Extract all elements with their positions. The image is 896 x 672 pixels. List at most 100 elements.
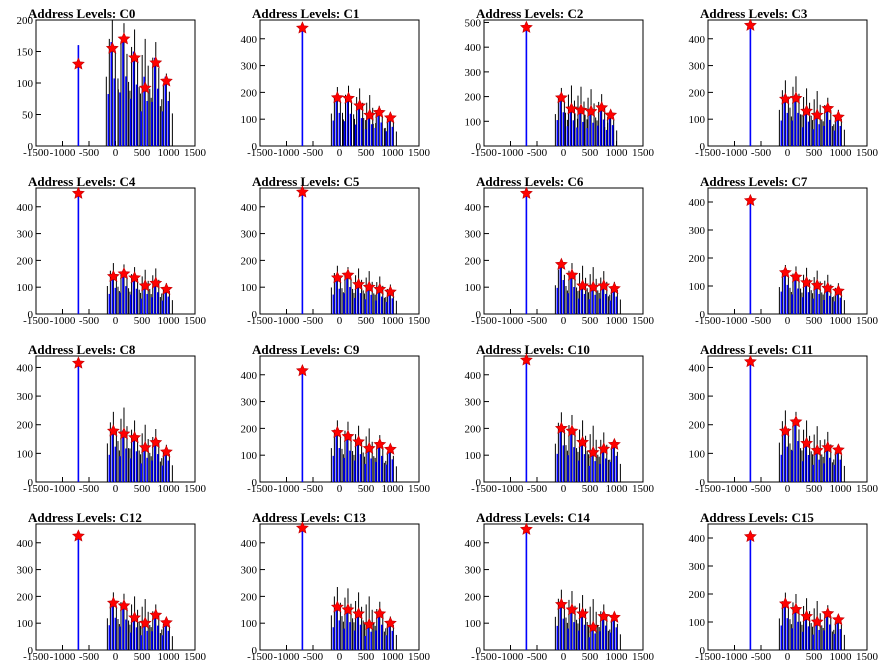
y-tick-label: 0 (252, 141, 258, 153)
x-tick-label: 500 (806, 147, 823, 159)
x-tick-label: -500 (79, 147, 100, 159)
y-tick-label: 0 (28, 309, 34, 321)
y-tick-label: 0 (252, 309, 258, 321)
peak-marker (743, 354, 757, 368)
y-tick-label: 400 (689, 197, 706, 209)
peak-marker (565, 603, 579, 616)
x-tick-label: 1500 (184, 315, 207, 327)
x-tick-label: -1000 (722, 483, 748, 495)
peak-marker (330, 425, 344, 438)
peak-marker (341, 429, 355, 442)
x-tick-label: 500 (582, 483, 599, 495)
x-tick-label: 500 (358, 651, 375, 663)
x-tick-label: -1500 (247, 315, 273, 327)
x-tick-label: -1500 (23, 651, 49, 663)
x-tick-label: -1000 (498, 483, 524, 495)
peak-marker (800, 104, 813, 117)
y-tick-label: 300 (465, 397, 482, 409)
peak-marker (106, 424, 120, 437)
x-tick-label: 500 (134, 315, 151, 327)
peak-marker (607, 610, 621, 623)
y-tick-label: 0 (28, 141, 34, 153)
histogram-panel: Address Levels: C5 0 100 200 300 400 -1500 -100… (224, 168, 448, 336)
x-tick-label: -1500 (247, 147, 273, 159)
panel-title: Address Levels: C8 (28, 342, 136, 357)
y-tick-label: 100 (241, 618, 258, 630)
histogram-panel: Address Levels: C9 0 100 200 300 400 -1500 -100… (224, 336, 448, 504)
peak-marker (810, 443, 824, 456)
histogram-plot: 0 100 200 300 400 -1500 -1000 -500 0 500 1000 1500 (17, 523, 207, 663)
histogram-panel: Address Levels: C11 0 100 200 300 400 -1500 -10… (672, 336, 896, 504)
peak-marker (821, 440, 835, 454)
x-tick-label: -1000 (50, 483, 76, 495)
x-tick-label: -500 (527, 651, 548, 663)
x-tick-label: 500 (582, 147, 599, 159)
y-tick-label: 200 (241, 591, 258, 603)
x-tick-label: -500 (751, 315, 772, 327)
x-tick-label: 500 (806, 483, 823, 495)
peak-marker (586, 445, 600, 458)
x-tick-label: -500 (751, 651, 772, 663)
y-tick-label: 200 (17, 420, 34, 432)
y-tick-label: 100 (689, 448, 706, 460)
peak-marker (576, 435, 589, 448)
x-tick-label: 500 (582, 651, 599, 663)
x-tick-label: 1000 (158, 147, 181, 159)
peak-marker (149, 56, 163, 69)
x-tick-label: -1500 (695, 147, 721, 159)
x-tick-label: 0 (337, 147, 343, 159)
panel-title: Address Levels: C9 (252, 342, 360, 357)
peak-marker (576, 279, 589, 292)
y-tick-label: 0 (700, 141, 706, 153)
peak-marker (519, 353, 533, 366)
peak-marker (383, 111, 397, 124)
peak-marker (373, 282, 387, 295)
panel-title: Address Levels: C15 (700, 510, 814, 525)
histogram-plot: 0 100 200 300 400 -1500 -1000 -500 0 500 1000 1500 (689, 187, 879, 327)
peak-marker (362, 441, 376, 454)
peak-marker (128, 611, 141, 624)
peak-marker (743, 193, 757, 207)
peak-marker (789, 415, 803, 428)
peak-marker (597, 442, 611, 455)
peak-marker (607, 281, 621, 294)
y-tick-label: 300 (241, 61, 258, 73)
panel-title: Address Levels: C0 (28, 6, 136, 21)
peak-marker (71, 356, 85, 369)
panel-title: Address Levels: C13 (252, 510, 366, 525)
y-tick-label: 0 (252, 645, 258, 657)
histogram-panel: Address Levels: C1 0 100 200 300 400 -1500 -100… (224, 0, 448, 168)
x-tick-label: -1500 (23, 315, 49, 327)
peak-marker (159, 445, 173, 458)
peak-marker (149, 435, 163, 448)
y-tick-label: 300 (241, 565, 258, 577)
x-tick-label: 0 (561, 483, 567, 495)
histogram-plot: 0 100 200 300 400 -1500 -1000 -500 0 500 1000 1500 (465, 353, 655, 495)
peak-marker (565, 424, 579, 437)
y-tick-label: 0 (700, 309, 706, 321)
y-tick-label: 0 (700, 477, 706, 489)
y-tick-label: 400 (465, 42, 482, 54)
peak-marker (810, 108, 824, 121)
x-tick-label: 500 (582, 315, 599, 327)
x-tick-label: -1500 (471, 315, 497, 327)
histogram-panel: Address Levels: C6 0 100 200 300 400 -1500 -100… (448, 168, 672, 336)
peak-marker (352, 607, 365, 620)
peak-marker (159, 74, 173, 87)
y-tick-label: 200 (241, 87, 258, 99)
x-tick-label: -500 (303, 315, 324, 327)
peak-marker (778, 597, 792, 610)
panel-title: Address Levels: C2 (476, 6, 584, 21)
histogram-plot: 0 100 200 300 400 -1500 -1000 -500 0 500 1000 1500 (689, 523, 879, 663)
histogram-plot: 0 100 200 300 400 -1500 -1000 -500 0 500 1000 1500 (17, 355, 207, 495)
y-tick-label: 400 (689, 533, 706, 545)
peak-marker (105, 41, 119, 54)
x-tick-label: 0 (337, 483, 343, 495)
histogram-panel: Address Levels: C14 0 100 200 300 400 -1500 -10… (448, 504, 672, 672)
peak-marker (554, 421, 568, 434)
peak-marker (597, 609, 611, 622)
x-tick-label: 500 (358, 147, 375, 159)
y-tick-label: 200 (17, 591, 34, 603)
panel-title: Address Levels: C1 (252, 6, 360, 21)
peak-marker (743, 18, 757, 31)
